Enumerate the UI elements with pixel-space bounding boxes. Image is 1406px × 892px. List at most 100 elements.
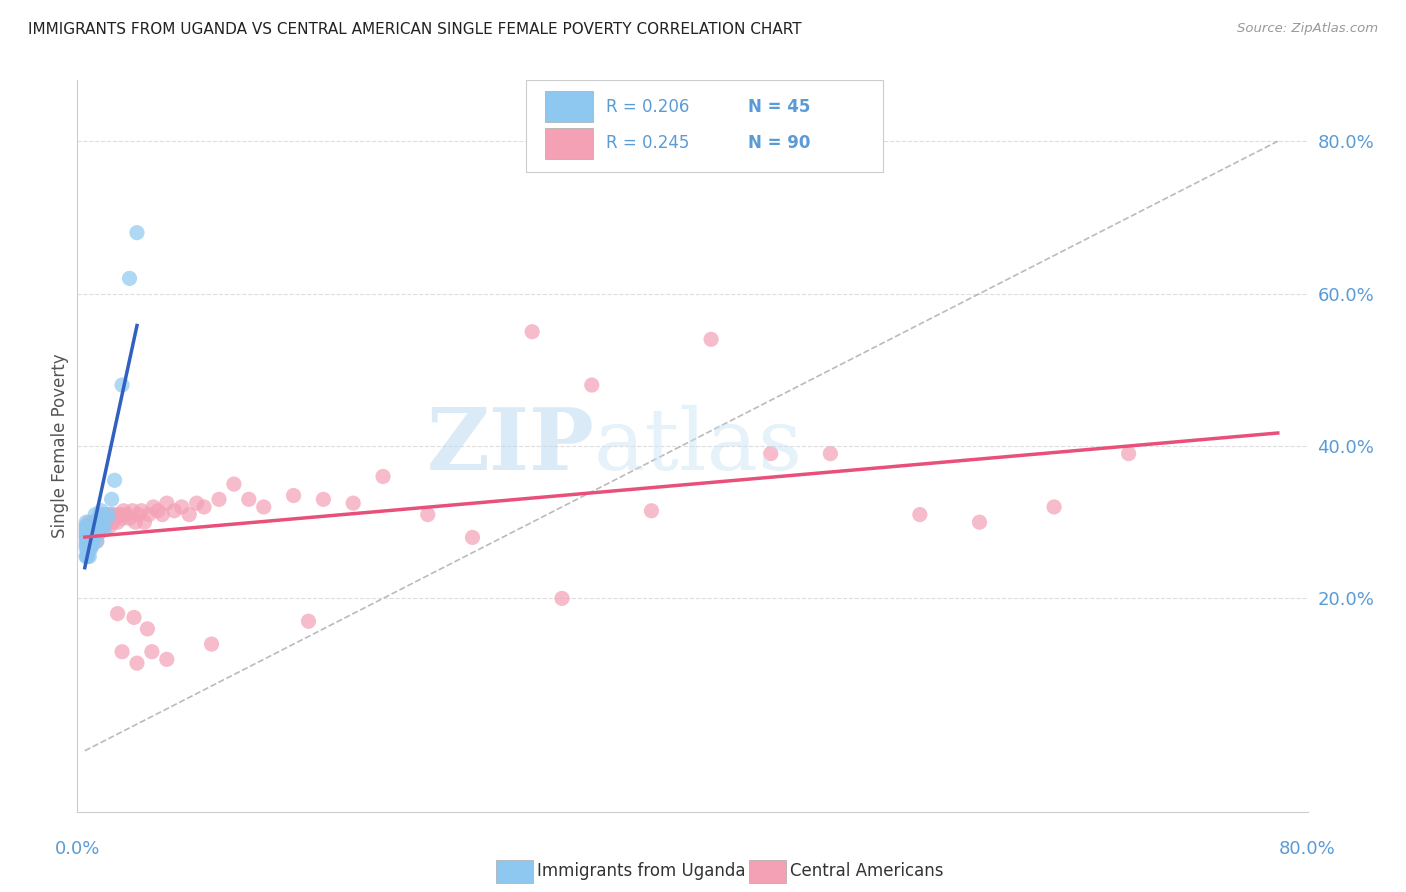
Point [75,526,97,541]
Point [89,508,111,522]
Text: ZIP: ZIP [426,404,595,488]
Point [77,523,100,537]
Point [142,500,165,514]
Point [80,530,103,544]
Point [105,508,128,522]
Point [77,541,100,556]
Point [461,530,484,544]
Point [100,508,122,522]
Point [371,469,394,483]
Point [193,500,215,514]
Point [111,645,134,659]
Text: IMMIGRANTS FROM UGANDA VS CENTRAL AMERICAN SINGLE FEMALE POVERTY CORRELATION CHA: IMMIGRANTS FROM UGANDA VS CENTRAL AMERIC… [28,22,801,37]
Text: N = 90: N = 90 [748,134,810,153]
Point [83,530,105,544]
Point [82,534,104,549]
Point [75,538,97,552]
Point [101,515,124,529]
Point [77,534,100,549]
Point [84,508,107,522]
Point [146,504,169,518]
Point [87,526,110,541]
Point [75,519,97,533]
Point [84,515,107,529]
Point [551,591,574,606]
Point [342,496,364,510]
Point [1118,447,1140,461]
Point [112,504,135,518]
Point [75,526,97,541]
Point [136,622,159,636]
Point [124,515,146,529]
Point [75,538,97,552]
Point [89,515,111,529]
Point [416,508,439,522]
Point [82,526,104,541]
Text: R = 0.206: R = 0.206 [606,97,690,116]
Point [84,523,107,537]
Point [1043,500,1066,514]
Point [98,519,121,533]
Point [97,508,120,522]
Point [179,508,201,522]
Point [75,541,97,556]
FancyBboxPatch shape [546,91,593,122]
Point [131,504,153,518]
Point [87,515,110,529]
Point [186,496,208,510]
Point [77,549,100,564]
Point [156,496,179,510]
Point [91,519,114,533]
Text: R = 0.245: R = 0.245 [606,134,690,153]
Point [76,523,98,537]
Text: atlas: atlas [595,404,803,488]
Point [297,614,319,628]
Point [222,477,245,491]
Y-axis label: Single Female Poverty: Single Female Poverty [51,354,69,538]
Point [77,526,100,541]
Point [520,325,543,339]
Point [134,515,156,529]
Point [170,500,193,514]
Point [312,492,335,507]
Point [86,523,108,537]
Point [93,523,115,537]
Point [76,530,98,544]
Point [97,511,120,525]
Point [75,530,97,544]
Point [76,541,98,556]
Point [820,447,842,461]
Point [908,508,931,522]
Point [75,523,97,537]
Point [150,508,173,522]
Point [91,515,114,529]
Point [90,519,112,533]
Point [121,504,143,518]
Point [89,523,111,537]
Text: Central Americans: Central Americans [790,863,943,880]
Point [122,610,145,624]
Point [90,504,112,518]
Point [581,378,603,392]
FancyBboxPatch shape [546,128,593,159]
Point [86,534,108,549]
Point [111,378,134,392]
Point [75,549,97,564]
Point [125,656,148,670]
Point [110,508,132,522]
Point [75,549,97,564]
Point [76,534,98,549]
Point [77,530,100,544]
Point [76,538,98,552]
Point [89,511,111,525]
Point [208,492,231,507]
Point [127,508,149,522]
Point [76,519,98,533]
Text: 0.0%: 0.0% [55,840,100,858]
Point [138,508,160,522]
Point [640,504,662,518]
Point [156,652,179,666]
Point [96,508,118,522]
Point [104,473,127,487]
Point [83,515,105,529]
